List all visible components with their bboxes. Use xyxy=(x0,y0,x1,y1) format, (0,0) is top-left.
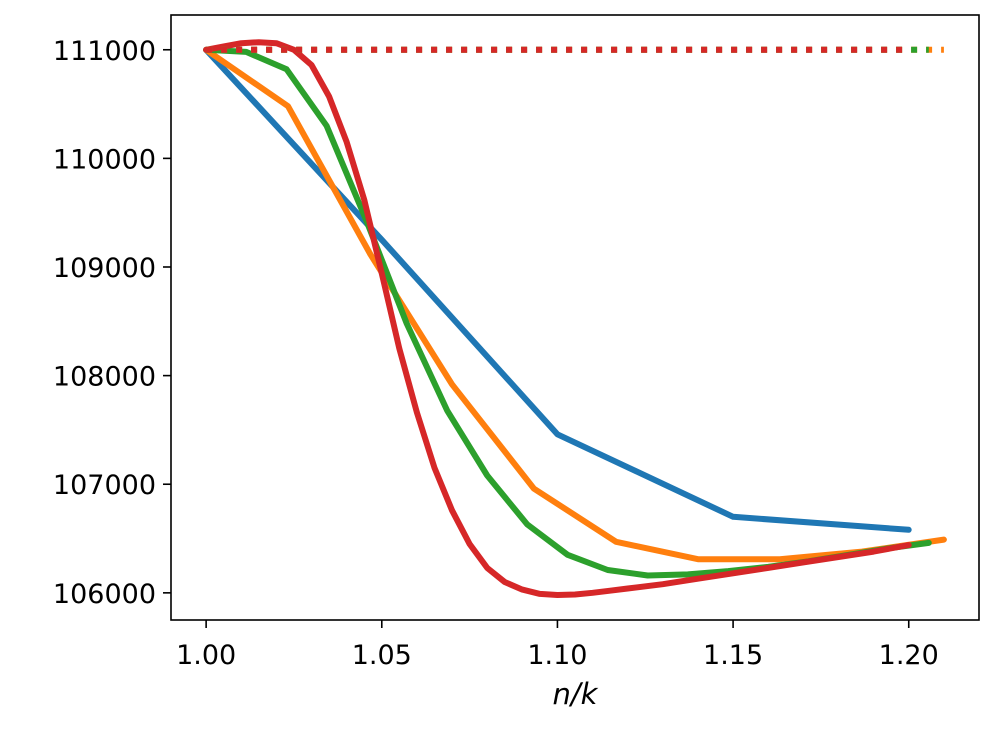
x-tick-label: 1.10 xyxy=(527,640,587,671)
x-tick-label: 1.05 xyxy=(352,640,412,671)
y-tick-label: 106000 xyxy=(53,579,156,610)
series-layer xyxy=(203,39,947,598)
series-line-2 xyxy=(203,46,932,579)
y-axis: 106000 107000 108000 109000 110000 111000 xyxy=(53,36,171,610)
series-line-3 xyxy=(203,39,912,598)
series-line-1 xyxy=(203,46,947,563)
y-tick-label: 108000 xyxy=(53,362,156,393)
y-tick-label: 110000 xyxy=(53,144,156,175)
x-tick-label: 1.15 xyxy=(703,640,763,671)
x-axis: 1.00 1.05 1.10 1.15 1.20 xyxy=(176,620,939,671)
x-tick-label: 1.20 xyxy=(879,640,939,671)
x-axis-label: n/k xyxy=(553,677,599,711)
y-tick-label: 111000 xyxy=(53,36,156,67)
x-tick-label: 1.00 xyxy=(176,640,236,671)
y-tick-label: 109000 xyxy=(53,253,156,284)
plot-frame xyxy=(170,14,980,621)
y-tick-label: 107000 xyxy=(53,470,156,501)
series-line-0 xyxy=(203,46,912,533)
